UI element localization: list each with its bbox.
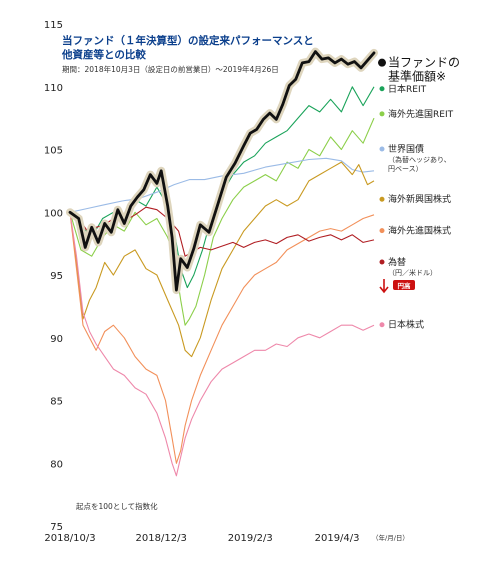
chart-title-line-1: 当ファンド（１年決算型）の設定来パフォーマンスと <box>62 34 314 47</box>
series-line-equity_global <box>69 212 375 464</box>
legend-marker-reit_global <box>379 111 385 117</box>
legend-sublabel-bond_global: 円ベース） <box>388 165 423 173</box>
chart-title-line-2: 他資産等との比較 <box>61 48 146 61</box>
series-line-halo-fund <box>66 47 378 295</box>
x-tick-label: 2018/10/3 <box>44 533 95 544</box>
legend-label-reit_global: 海外先進国REIT <box>388 108 454 120</box>
series-line-fund <box>68 50 376 292</box>
y-tick-label: 105 <box>44 146 63 157</box>
legend: 当ファンドの基準価額※日本REIT海外先進国REIT世界国債（為替ヘッジあり、円… <box>378 56 460 331</box>
x-tick-label: 2019/2/3 <box>228 533 273 544</box>
index-note: 起点を100として指数化 <box>76 501 158 511</box>
legend-marker-fx_usdjpy <box>379 259 385 265</box>
series-line-equity_japan <box>69 212 375 477</box>
legend-label-equity_global: 海外先進国株式 <box>388 225 451 237</box>
legend-label-fund: 当ファンドの <box>388 56 460 70</box>
y-tick-label: 90 <box>50 334 63 345</box>
series-line-reit_global <box>69 117 375 326</box>
series-line-equity_em <box>69 161 375 358</box>
legend-marker-reit_japan <box>379 86 385 92</box>
x-tick-label: 2019/4/3 <box>315 533 360 544</box>
legend-marker-equity_global <box>379 228 385 234</box>
y-tick-label: 115 <box>44 20 63 31</box>
x-axis: 2018/10/3 2018/12/3 2019/2/3 2019/4/3 <box>44 533 359 544</box>
legend-label-equity_japan: 日本株式 <box>388 319 424 331</box>
down-arrow-icon <box>379 278 389 294</box>
legend-sublabel-fund: 基準価額※ <box>388 69 446 84</box>
legend-marker-bond_global <box>379 146 385 152</box>
y-axis: 75 80 85 90 95 100 105 110 115 <box>44 20 63 533</box>
x-tick-label: 2018/12/3 <box>136 533 187 544</box>
legend-sublabel-fx_usdjpy: （円／米ドル） <box>388 268 437 277</box>
plot-lines <box>66 47 378 477</box>
y-tick-label: 95 <box>50 271 63 282</box>
chart-subtitle: 期間：2018年10月3日（設定日の前営業日）～2019年4月26日 <box>62 64 279 74</box>
y-tick-label: 80 <box>50 459 63 470</box>
y-tick-label: 110 <box>44 83 63 94</box>
legend-sublabel-bond_global: （為替ヘッジあり、 <box>388 155 451 164</box>
legend-label-equity_em: 海外新興国株式 <box>388 193 451 205</box>
legend-marker-equity_em <box>379 196 385 202</box>
series-line-bond_global <box>69 157 375 213</box>
y-tick-label: 75 <box>50 522 63 533</box>
legend-label-fx_usdjpy: 為替 <box>388 256 406 268</box>
fx-badge-text: 円高 <box>398 281 412 290</box>
legend-marker-equity_japan <box>379 322 385 328</box>
x-axis-unit: （年/月/日） <box>372 533 409 542</box>
y-tick-label: 100 <box>44 208 63 219</box>
legend-label-reit_japan: 日本REIT <box>388 83 427 95</box>
legend-label-bond_global: 世界国債 <box>388 143 424 155</box>
y-tick-label: 85 <box>50 397 63 408</box>
fx-badge <box>393 279 415 290</box>
legend-marker-fund <box>378 58 386 67</box>
